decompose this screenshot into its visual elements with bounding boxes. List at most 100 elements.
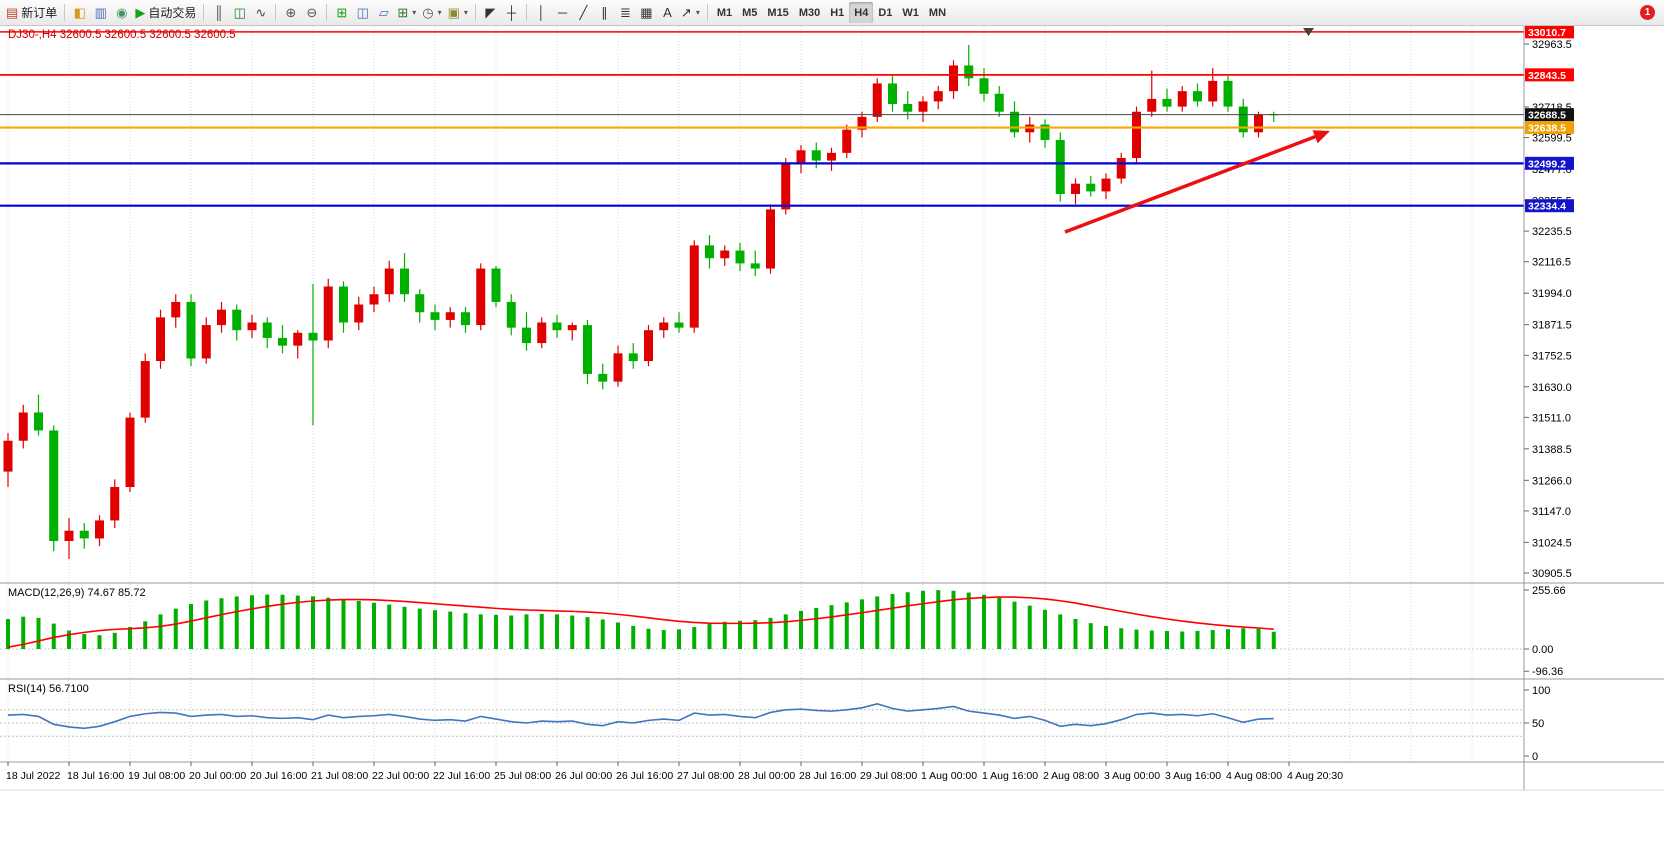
candlestick-chart-icon: ◫ [233, 5, 246, 20]
timeframe-mn-button[interactable]: MN [924, 2, 951, 23]
price-axis[interactable]: 32963.532718.532599.532477.032355.532235… [1524, 26, 1574, 763]
toolbar-separator [474, 4, 476, 21]
chevron-down-icon: ▾ [412, 8, 417, 17]
macd-panel[interactable]: MACD(12,26,9) 74.67 85.72 [0, 587, 1524, 650]
zoom-in-button[interactable]: ⊕ [280, 2, 301, 23]
channel-icon: ∥ [601, 5, 608, 20]
price-badge [1525, 199, 1574, 213]
text-label-button[interactable]: A [657, 2, 678, 23]
trendline-button[interactable]: ╱ [573, 2, 594, 23]
price-tick-label: 31871.5 [1532, 320, 1572, 332]
time-tick-label: 29 Jul 08:00 [860, 770, 917, 782]
rsi-panel[interactable]: RSI(14) 56.7100 [0, 683, 1524, 737]
bar-chart-button[interactable]: ║ [208, 2, 229, 23]
time-tick-label: 26 Jul 00:00 [555, 770, 612, 782]
chart-area[interactable]: DJ30-,H4 32600.5 32600.5 32600.5 32600.5… [0, 26, 1664, 843]
candlestick-chart-button[interactable]: ◫ [229, 2, 250, 23]
arrows-button[interactable]: ↗ ▾ [678, 2, 703, 23]
timeframe-d1-button[interactable]: D1 [873, 2, 897, 23]
time-tick-label: 2 Aug 08:00 [1043, 770, 1099, 782]
new-order-icon: ▤ [6, 5, 19, 20]
timeframe-m5-button[interactable]: M5 [737, 2, 762, 23]
chart-period-button[interactable]: ◷ ▾ [419, 2, 444, 23]
crosshair-button[interactable]: ┼ [501, 2, 522, 23]
time-tick-label: 21 Jul 08:00 [311, 770, 368, 782]
rsi-tick-label: 50 [1532, 718, 1544, 730]
indicator-list-icon: ▣ [447, 5, 460, 20]
new-order-button[interactable]: ▤ 新订单 [3, 2, 60, 23]
timeframe-m30-button[interactable]: M30 [794, 2, 825, 23]
fibonacci-icon: ≣ [619, 5, 631, 20]
chart-shift-marker[interactable] [1303, 28, 1314, 36]
timeframe-h4-button[interactable]: H4 [849, 2, 874, 23]
rsi-line [7, 703, 1274, 730]
cascade-windows-button[interactable]: ▱ [373, 2, 394, 23]
arrow-objects-icon: ↗ [680, 5, 692, 20]
price-badge-label: 32334.4 [1528, 201, 1566, 213]
arrange-windows-button[interactable]: ◫ [352, 2, 373, 23]
zoom-out-button[interactable]: ⊖ [301, 2, 322, 23]
toolbar-separator [706, 4, 708, 21]
chevron-down-icon: ▾ [463, 8, 468, 17]
price-tick-label: 31511.0 [1532, 412, 1571, 424]
timeframe-m15-button[interactable]: M15 [762, 2, 793, 23]
bar-chart-icon: ║ [214, 5, 224, 20]
tile-windows-button[interactable]: ⊞ [331, 2, 352, 23]
text-icon: A [663, 5, 672, 20]
trend-arrow-object[interactable] [1064, 134, 1318, 234]
time-tick-label: 3 Aug 16:00 [1165, 770, 1221, 782]
price-tick-label: 31994.0 [1532, 288, 1572, 300]
cursor-icon: ◤ [485, 5, 496, 20]
notification-badge[interactable]: 1 [1640, 5, 1655, 20]
line-chart-button[interactable]: ∿ [250, 2, 271, 23]
time-tick-label: 3 Aug 00:00 [1104, 770, 1160, 782]
profiles-button[interactable]: ▥ [90, 2, 111, 23]
price-tick-label: 31147.0 [1532, 506, 1571, 518]
autotrading-icon: ▶ [135, 5, 146, 20]
navigator-button[interactable]: ◉ [111, 2, 132, 23]
time-tick-label: 20 Jul 16:00 [250, 770, 307, 782]
price-tick-label: 32599.5 [1532, 133, 1572, 145]
toolbar-button-group: ▤ 新订单 ◧ ▥ ◉ ▶ 自动交易 ║ ◫ ∿ ⊕ ⊖ ⊞ ◫ ▱ ⊞ ▾ ◷ ▾ ▣ ▾ ◤ ┼ │ ─ ╱ ∥ ≣ ▦ A ↗ ▾ [3, 0, 712, 25]
price-badge [1525, 156, 1574, 170]
price-tick-label: 31024.5 [1532, 537, 1572, 549]
macd-tick-label: 0.00 [1532, 644, 1553, 656]
tile-windows-icon: ⊞ [336, 5, 348, 20]
price-tick-label: 31630.0 [1532, 382, 1572, 394]
fibonacci-button[interactable]: ≣ [615, 2, 636, 23]
price-tick-label: 31388.5 [1532, 444, 1572, 456]
time-tick-label: 19 Jul 08:00 [128, 770, 185, 782]
crosshair-icon: ┼ [506, 5, 517, 20]
timeframe-m1-button[interactable]: M1 [712, 2, 737, 23]
candlestick-series [3, 44, 1279, 559]
horizontal-line-button[interactable]: ─ [552, 2, 573, 23]
macd-tick-label: -96.36 [1532, 666, 1563, 678]
zoom-in-icon: ⊕ [285, 5, 297, 20]
clock-icon: ◷ [422, 5, 434, 20]
toolbar-separator [203, 4, 205, 21]
new-order-button-label: 新订单 [21, 6, 58, 20]
vertical-line-icon: │ [537, 5, 546, 20]
timeframe-h1-button[interactable]: H1 [825, 2, 849, 23]
shapes-icon: ▦ [640, 5, 653, 20]
channel-button[interactable]: ∥ [594, 2, 615, 23]
main-chart-panel[interactable]: DJ30-,H4 32600.5 32600.5 32600.5 32600.5 [0, 28, 1524, 559]
time-axis[interactable]: 18 Jul 2022 18 Jul 16:00 19 Jul 08:00 20 Ju… [6, 762, 1343, 782]
vertical-line-button[interactable]: │ [531, 2, 552, 23]
market-watch-button[interactable]: ◧ [69, 2, 90, 23]
trend-arrow-head[interactable] [1312, 130, 1330, 144]
timeframe-w1-button[interactable]: W1 [897, 2, 924, 23]
chevron-down-icon: ▾ [437, 8, 442, 17]
cascade-windows-icon: ▱ [378, 5, 389, 20]
autotrading-button[interactable]: ▶ 自动交易 [132, 2, 199, 23]
indicators-button[interactable]: ▣ ▾ [445, 2, 471, 23]
cursor-button[interactable]: ◤ [480, 2, 501, 23]
shapes-button[interactable]: ▦ [636, 2, 657, 23]
zoom-out-icon: ⊖ [306, 5, 318, 20]
price-badge-label: 33010.7 [1528, 27, 1566, 39]
time-tick-label: 1 Aug 16:00 [982, 770, 1038, 782]
toolbar-separator [275, 4, 277, 21]
new-chart-button[interactable]: ⊞ ▾ [394, 2, 419, 23]
price-tick-label: 30905.5 [1532, 568, 1572, 580]
